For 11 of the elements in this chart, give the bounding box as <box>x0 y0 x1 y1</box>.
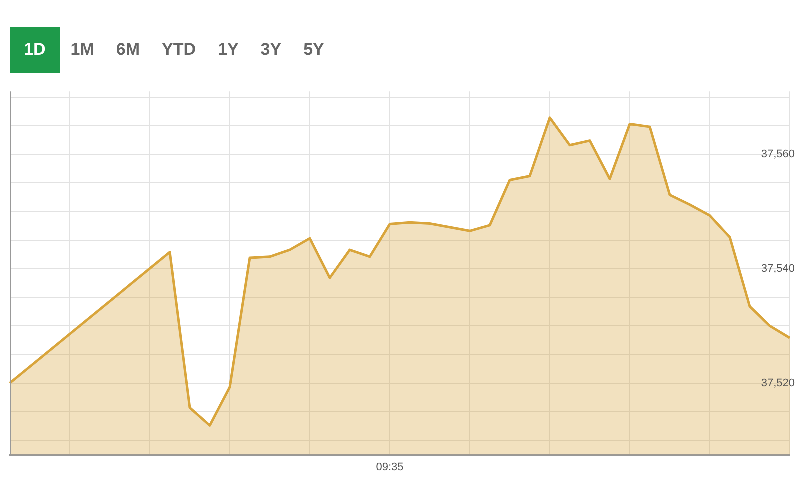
text: 5Y <box>302 39 326 61</box>
y-tick-label: 37,520 <box>761 377 795 390</box>
y-tick-label: 37,560 <box>761 148 795 161</box>
text: 6M <box>115 39 141 61</box>
text: 1D <box>10 27 60 73</box>
text: YTD <box>160 39 197 61</box>
text: 1Y <box>216 39 240 61</box>
y-tick-label: 37,540 <box>761 262 795 275</box>
text: 3Y <box>260 39 283 61</box>
text: 1M <box>70 39 96 61</box>
x-tick-label: 09:35 <box>376 461 404 474</box>
